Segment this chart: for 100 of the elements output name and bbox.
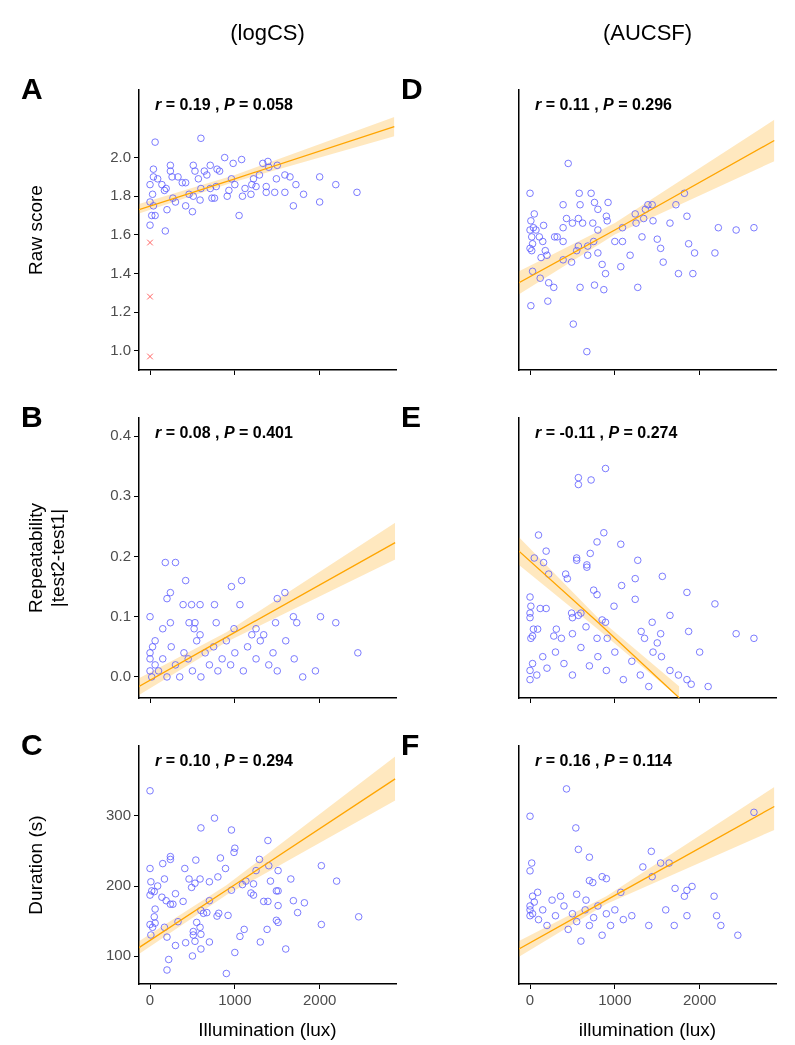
x-tick-label: 0 xyxy=(525,991,535,1009)
point xyxy=(562,785,571,793)
point xyxy=(574,845,583,854)
point xyxy=(617,888,625,897)
point xyxy=(572,890,581,898)
point xyxy=(647,847,656,856)
x-tick-label: 1000 xyxy=(218,991,252,1009)
point xyxy=(665,859,673,867)
point xyxy=(526,812,534,820)
y-tick-label: 0.4 xyxy=(110,426,131,444)
point xyxy=(551,912,560,920)
point xyxy=(526,867,534,875)
point xyxy=(585,876,594,885)
point xyxy=(712,912,721,920)
point xyxy=(734,931,742,939)
point xyxy=(556,892,565,900)
y-tick-label: 1.4 xyxy=(110,263,131,281)
y-tick-label: 0.1 xyxy=(110,606,131,624)
point xyxy=(589,913,598,922)
annotation: r = 0.10 , P = 0.294 xyxy=(155,752,293,770)
x-axis-title: Illumination (lux) xyxy=(198,1018,337,1040)
point xyxy=(680,892,689,900)
y-tick-label: 1.6 xyxy=(110,224,131,242)
y-axis-title: Duration (s) xyxy=(24,815,46,915)
chart-subtitle: (logCS) xyxy=(229,20,306,46)
point xyxy=(572,917,581,926)
y-tick-label: 200 xyxy=(105,876,131,894)
point xyxy=(526,902,534,910)
point xyxy=(683,886,691,895)
point xyxy=(581,906,589,914)
point xyxy=(585,921,594,930)
point xyxy=(594,902,602,910)
point xyxy=(717,921,725,930)
point xyxy=(688,882,696,891)
x-tick-label: 0 xyxy=(145,991,155,1009)
y-tick-label: 0.3 xyxy=(110,486,131,504)
point xyxy=(619,915,628,924)
point xyxy=(628,912,636,920)
point xyxy=(539,906,547,914)
y-tick-label: 1.0 xyxy=(110,340,131,358)
point xyxy=(710,892,718,900)
point xyxy=(602,910,611,918)
point xyxy=(146,353,154,360)
point xyxy=(572,824,580,832)
point xyxy=(671,884,679,893)
chart-title: E xyxy=(401,400,422,434)
point xyxy=(670,921,678,930)
point xyxy=(146,239,154,246)
text: r = 0.11 , P = 0.296 xyxy=(535,96,673,114)
point xyxy=(656,859,665,867)
chart-subtitle: (AUCSF) xyxy=(601,20,694,46)
point xyxy=(589,878,597,887)
point xyxy=(560,902,568,910)
point xyxy=(534,915,543,924)
chart-title: A xyxy=(21,72,43,106)
point xyxy=(602,874,611,883)
text: r = 0.16 , P = 0.114 xyxy=(535,752,673,770)
chart-title: F xyxy=(401,728,420,762)
y-tick-label: 1.2 xyxy=(110,302,131,320)
point xyxy=(639,863,647,871)
point xyxy=(530,898,538,906)
y-tick-label: 0.0 xyxy=(110,667,131,685)
point xyxy=(526,912,534,920)
point xyxy=(662,906,670,914)
y-axis-title: Raw score xyxy=(24,185,46,275)
chart-title: D xyxy=(401,72,423,106)
point xyxy=(611,906,619,914)
point xyxy=(750,808,758,817)
point xyxy=(577,937,585,945)
text: r = -0.11 , P = 0.274 xyxy=(535,424,678,442)
y-tick-label: 300 xyxy=(105,806,131,824)
point xyxy=(598,873,606,881)
point xyxy=(568,910,577,918)
y-axis-title: Repeatability |test2-test1| xyxy=(24,502,69,613)
annotation: r = 0.19 , P = 0.058 xyxy=(155,96,293,114)
x-tick-label: 2000 xyxy=(682,991,717,1009)
y-tick-label: 1.8 xyxy=(110,186,131,204)
point xyxy=(585,853,594,861)
point xyxy=(543,921,551,930)
y-tick-label: 100 xyxy=(105,946,131,964)
point xyxy=(582,896,590,904)
annotation: r = 0.08 , P = 0.401 xyxy=(155,424,293,442)
point xyxy=(526,906,534,914)
point xyxy=(146,293,154,300)
point xyxy=(528,859,536,867)
point xyxy=(548,896,556,904)
y-tick-label: 0.2 xyxy=(110,546,131,564)
point xyxy=(683,912,691,920)
x-tick-label: 2000 xyxy=(302,991,337,1009)
chart-title: C xyxy=(21,728,43,762)
point xyxy=(533,888,542,897)
point xyxy=(648,873,656,881)
x-axis-title: illumination (lux) xyxy=(578,1018,717,1040)
x-tick-label: 1000 xyxy=(598,991,632,1009)
point xyxy=(598,931,606,939)
chart-title: B xyxy=(21,400,43,434)
point xyxy=(564,925,572,934)
point xyxy=(645,921,653,930)
point xyxy=(528,910,537,918)
point xyxy=(606,921,615,930)
